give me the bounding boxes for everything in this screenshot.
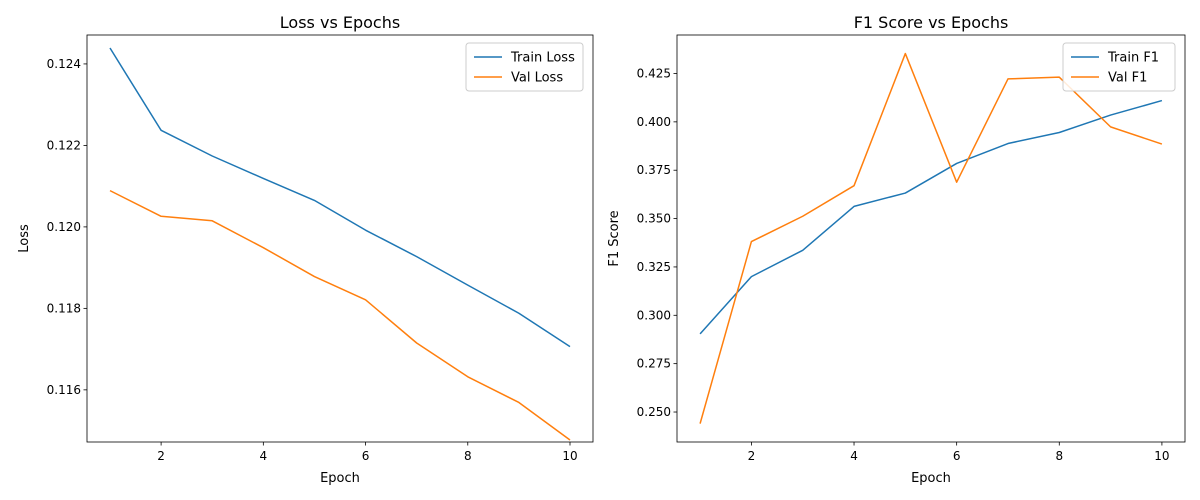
chart-panel-2: F1 Score vs Epochs 2 4 6 8 10 0.250 0.275 0.300 0… [607, 13, 1186, 486]
chart-title: Loss vs Epochs [280, 13, 400, 32]
y-axis-label: Loss [17, 224, 32, 253]
y-tick-label: 0.275 [637, 357, 671, 371]
y-tick-label: 0.425 [637, 66, 671, 80]
chart-panel-1: Loss vs Epochs 2 4 6 8 10 0.116 0.118 0.120 0.122… [17, 13, 594, 486]
x-tick-label: 4 [260, 449, 268, 463]
y-tick-label: 0.116 [47, 383, 81, 397]
legend-label: Train Loss [510, 51, 575, 66]
y-tick-label: 0.325 [637, 260, 671, 274]
legend-label: Val F1 [1108, 71, 1147, 86]
x-tick-label: 4 [850, 449, 858, 463]
x-tick-label: 6 [362, 449, 370, 463]
series-line-train-loss [109, 47, 571, 348]
y-tick-label: 0.250 [637, 405, 671, 419]
x-tick-label: 2 [748, 449, 756, 463]
axes-frame [676, 34, 1186, 443]
x-axis-label: Epoch [911, 471, 951, 486]
y-tick-label: 0.120 [47, 220, 81, 234]
y-axis-label: F1 Score [607, 210, 622, 266]
legend: Train F1 Val F1 [1062, 42, 1176, 92]
legend-label: Val Loss [511, 71, 563, 86]
legend: Train Loss Val Loss [465, 42, 584, 92]
y-tick-label: 0.300 [637, 308, 671, 322]
x-tick-label: 8 [1055, 449, 1063, 463]
legend-label: Train F1 [1107, 51, 1159, 66]
x-tick-label: 10 [1154, 449, 1169, 463]
series-line-val-f1 [699, 52, 1163, 424]
y-tick-label: 0.118 [47, 301, 81, 315]
y-tick-label: 0.350 [637, 212, 671, 226]
series-line-train-f1 [699, 99, 1163, 335]
legend-box [1062, 42, 1176, 92]
y-tick-label: 0.122 [47, 138, 81, 152]
x-tick-label: 8 [464, 449, 472, 463]
series-line-val-loss [109, 189, 571, 441]
y-tick-label: 0.375 [637, 163, 671, 177]
x-tick-label: 6 [953, 449, 961, 463]
chart-title: F1 Score vs Epochs [854, 13, 1009, 32]
y-tick-label: 0.124 [47, 57, 81, 71]
axes-frame [86, 34, 594, 443]
x-tick-label: 10 [562, 449, 577, 463]
x-axis-label: Epoch [320, 471, 360, 486]
x-tick-label: 2 [157, 449, 165, 463]
legend-box [465, 42, 584, 92]
y-tick-label: 0.400 [637, 115, 671, 129]
